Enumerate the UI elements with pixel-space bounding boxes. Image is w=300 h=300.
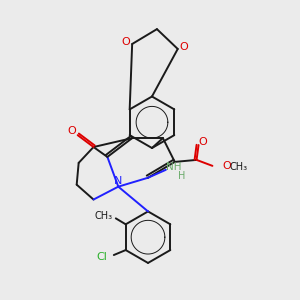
Text: CH₃: CH₃ — [229, 162, 247, 172]
Text: H: H — [178, 171, 185, 181]
Text: O: O — [198, 137, 207, 147]
Text: NH: NH — [166, 162, 182, 172]
Text: O: O — [179, 42, 188, 52]
Text: Cl: Cl — [97, 252, 107, 262]
Text: O: O — [122, 37, 130, 47]
Text: CH₃: CH₃ — [95, 212, 113, 221]
Text: N: N — [114, 176, 122, 186]
Text: O: O — [222, 161, 231, 171]
Text: O: O — [68, 126, 76, 136]
